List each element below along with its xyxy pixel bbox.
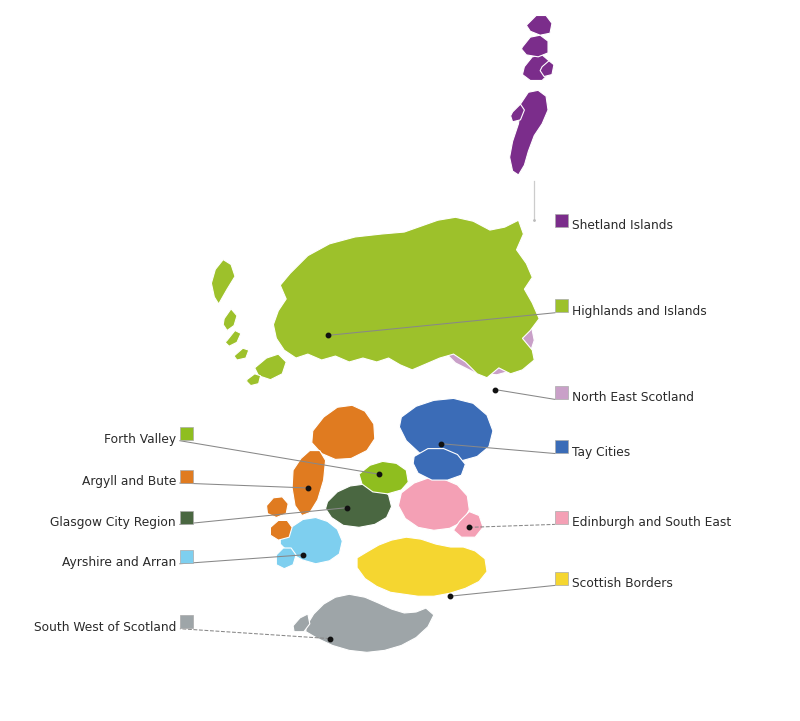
Text: Argyll and Bute: Argyll and Bute bbox=[82, 475, 176, 488]
Text: Scottish Borders: Scottish Borders bbox=[572, 578, 673, 590]
FancyBboxPatch shape bbox=[555, 572, 568, 585]
Polygon shape bbox=[540, 61, 554, 76]
Text: South West of Scotland: South West of Scotland bbox=[34, 621, 176, 634]
Polygon shape bbox=[510, 90, 548, 175]
FancyBboxPatch shape bbox=[180, 428, 193, 441]
Polygon shape bbox=[266, 497, 288, 518]
FancyBboxPatch shape bbox=[555, 386, 568, 399]
Polygon shape bbox=[225, 330, 241, 346]
FancyBboxPatch shape bbox=[555, 511, 568, 524]
Polygon shape bbox=[280, 518, 342, 564]
Text: Shetland Islands: Shetland Islands bbox=[572, 219, 673, 232]
Polygon shape bbox=[223, 309, 237, 330]
Polygon shape bbox=[276, 548, 296, 569]
Polygon shape bbox=[254, 354, 286, 380]
Text: North East Scotland: North East Scotland bbox=[572, 392, 694, 404]
Polygon shape bbox=[234, 348, 249, 360]
FancyBboxPatch shape bbox=[555, 441, 568, 453]
Text: Glasgow City Region: Glasgow City Region bbox=[50, 516, 176, 529]
Polygon shape bbox=[454, 512, 483, 537]
Polygon shape bbox=[522, 35, 548, 57]
FancyBboxPatch shape bbox=[180, 470, 193, 482]
Text: Highlands and Islands: Highlands and Islands bbox=[572, 305, 706, 318]
Polygon shape bbox=[526, 15, 552, 35]
Polygon shape bbox=[399, 399, 493, 461]
FancyBboxPatch shape bbox=[555, 299, 568, 312]
Polygon shape bbox=[357, 537, 487, 596]
Text: Forth Valley: Forth Valley bbox=[104, 433, 176, 446]
Polygon shape bbox=[274, 217, 539, 378]
FancyBboxPatch shape bbox=[180, 511, 193, 524]
Polygon shape bbox=[413, 448, 466, 480]
Polygon shape bbox=[247, 373, 261, 386]
Text: Ayrshire and Arran: Ayrshire and Arran bbox=[62, 556, 176, 569]
Polygon shape bbox=[326, 484, 391, 527]
Polygon shape bbox=[293, 614, 310, 632]
Text: Tay Cities: Tay Cities bbox=[572, 446, 630, 459]
Polygon shape bbox=[292, 451, 326, 516]
FancyBboxPatch shape bbox=[180, 550, 193, 563]
Polygon shape bbox=[211, 260, 235, 305]
Polygon shape bbox=[312, 405, 374, 459]
Polygon shape bbox=[359, 461, 408, 494]
Polygon shape bbox=[398, 478, 470, 530]
Polygon shape bbox=[306, 594, 434, 653]
Polygon shape bbox=[428, 297, 534, 375]
FancyBboxPatch shape bbox=[180, 616, 193, 628]
Text: Edinburgh and South East: Edinburgh and South East bbox=[572, 516, 731, 529]
Polygon shape bbox=[522, 55, 550, 81]
FancyBboxPatch shape bbox=[555, 214, 568, 226]
Polygon shape bbox=[270, 521, 292, 540]
Polygon shape bbox=[510, 104, 524, 122]
